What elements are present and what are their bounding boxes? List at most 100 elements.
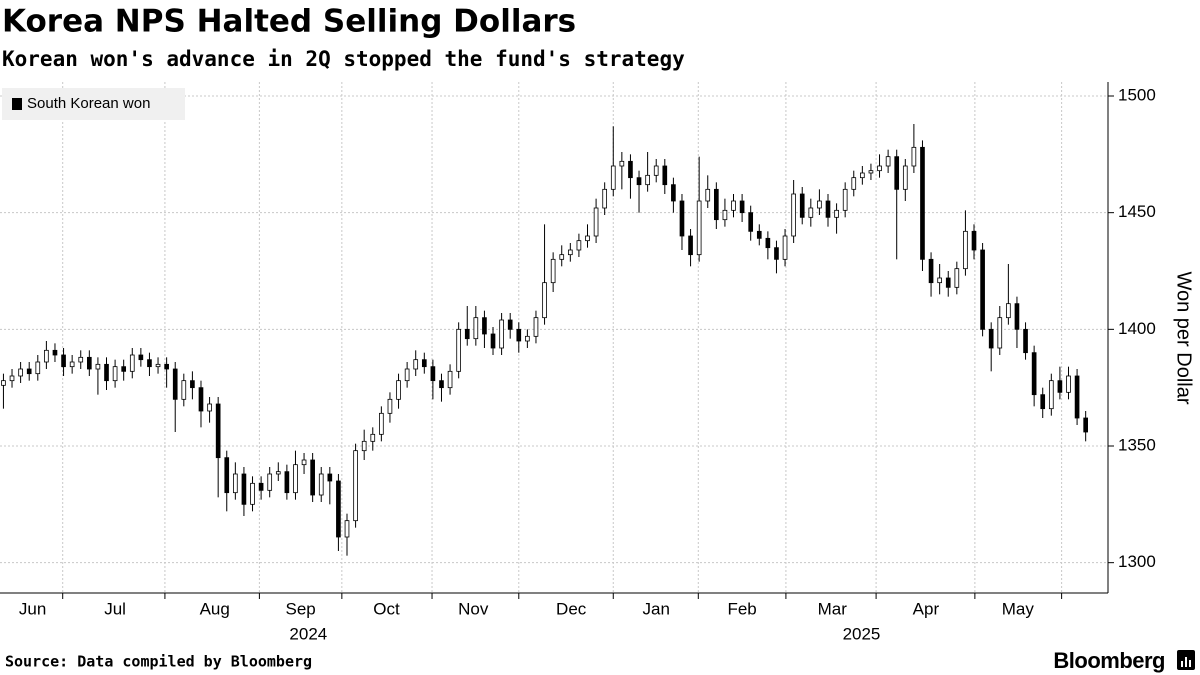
candle-body (78, 356, 84, 363)
candle-body (370, 433, 376, 442)
candle-body (954, 268, 960, 288)
y-tick-label: 1350 (1118, 435, 1156, 454)
brand-icon-bar (1185, 657, 1187, 667)
candle-body (301, 459, 307, 466)
candle-body (894, 156, 900, 190)
candle-body (241, 473, 247, 505)
candle-body (834, 209, 839, 218)
candle-body (945, 277, 951, 288)
candle-body (112, 366, 118, 382)
candle-body (1006, 303, 1011, 319)
candle-body (490, 333, 496, 349)
legend: South Korean won (2, 88, 185, 120)
candle-body (688, 235, 693, 256)
candle-body (1023, 328, 1028, 354)
candle-body (121, 366, 127, 372)
candle-body (1057, 380, 1063, 393)
y-axis-label: Won per Dollar (1173, 271, 1195, 404)
candle-body (756, 230, 762, 239)
candle-body (456, 328, 461, 372)
brand-logo: Bloomberg (1053, 648, 1165, 673)
candle-body (628, 160, 633, 179)
candle-body (61, 354, 66, 368)
candle-body (499, 319, 504, 349)
candle-body (1040, 394, 1046, 410)
candle-body (1074, 375, 1080, 419)
candle-body (774, 247, 779, 260)
candle-body (877, 165, 882, 172)
candle-body (336, 480, 341, 538)
candle-body (722, 209, 728, 221)
candle-body (851, 177, 857, 190)
candle-body (619, 160, 625, 167)
candle-body (902, 165, 908, 190)
candle-body (817, 200, 822, 209)
candle-body (645, 174, 650, 186)
candle-body (971, 230, 977, 251)
brand-icon-bar (1189, 660, 1191, 667)
candle-body (9, 375, 15, 382)
legend-swatch (12, 98, 22, 110)
x-tick-label: Mar (818, 599, 848, 618)
candle-body (980, 249, 985, 330)
candle-body (705, 188, 711, 202)
candles (1, 124, 1089, 556)
candle-body (155, 363, 161, 368)
candle-body (181, 380, 187, 400)
candle-body (507, 319, 513, 330)
candle-body (911, 146, 917, 167)
candle-body (1, 380, 6, 386)
candle-body (653, 165, 659, 176)
candle-body (928, 258, 934, 284)
candle-body (404, 368, 410, 382)
candle-body (679, 200, 685, 237)
candle-body (439, 380, 444, 389)
candle-body (765, 237, 771, 249)
candle-body (284, 471, 290, 494)
candle-body (379, 412, 384, 435)
candle-body (525, 335, 530, 342)
candle-body (258, 482, 264, 491)
candle-body (696, 200, 702, 256)
candle-body (1066, 375, 1071, 393)
candle-body (69, 361, 75, 368)
candle-body (748, 212, 754, 232)
candle-body (1031, 352, 1037, 396)
candle-body (44, 349, 49, 363)
candle-body (95, 363, 101, 370)
candle-body (129, 354, 135, 372)
candle-body (482, 317, 487, 335)
candle-body (35, 361, 41, 375)
candle-body (963, 230, 968, 270)
candle-body (671, 184, 676, 202)
candle-body (937, 277, 942, 284)
candle-body (104, 363, 109, 382)
candle-body (138, 354, 144, 361)
candle-body (920, 146, 925, 260)
candle-body (164, 363, 169, 370)
candle-body (318, 473, 324, 496)
candle-body (808, 207, 814, 218)
y-tick-label: 1300 (1118, 552, 1156, 571)
candle-body (344, 520, 350, 538)
candle-body (421, 359, 427, 368)
candle-body (396, 380, 401, 400)
candle-body (198, 387, 204, 412)
y-tick-label: 1500 (1118, 85, 1156, 104)
chart-title: Korea NPS Halted Selling Dollars (2, 4, 576, 40)
candle-body (215, 403, 221, 459)
candle-body (147, 359, 152, 368)
x-tick-label: Sep (285, 599, 315, 618)
candle-body (662, 165, 668, 186)
candle-body (593, 207, 599, 237)
candle-body (731, 200, 736, 211)
candle-body (293, 464, 298, 494)
candle-body (799, 193, 805, 218)
candle-body (825, 200, 831, 218)
candle-body (576, 240, 582, 251)
candle-body (842, 188, 848, 211)
candle-body (791, 193, 796, 237)
candle-body (275, 471, 281, 475)
candle-body (542, 282, 547, 319)
